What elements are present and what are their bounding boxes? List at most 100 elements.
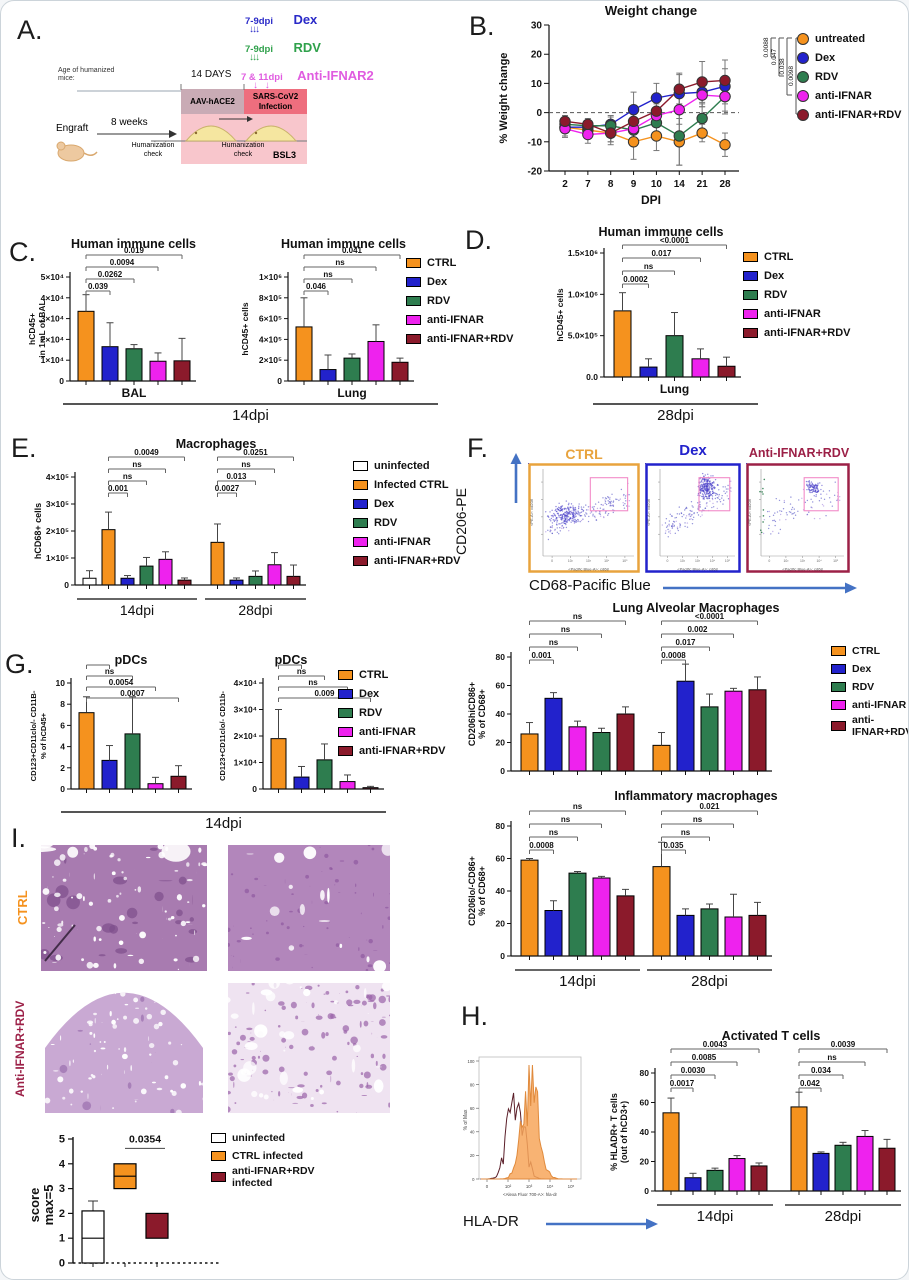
chart-e: 4×10⁵ 3×10⁵ 2×10⁵ 1×10⁵ 0 14dpi 28dpi 0.001 ns ns…: [33, 449, 306, 618]
flow-ylabel: CD206-PE: [453, 488, 469, 556]
svg-text:<PE-A>: cd206: <PE-A>: cd206: [529, 498, 534, 526]
svg-text:0.0043: 0.0043: [703, 1041, 728, 1049]
svg-text:ns: ns: [573, 802, 583, 811]
legend-item: CTRL: [338, 665, 445, 684]
chart-d: 1.5×10⁶ 1.0×10⁶ 5.0×10⁵ 0.0 Lung <0.0001 0.017…: [555, 236, 741, 396]
svg-text:10: 10: [56, 678, 66, 688]
svg-text:hCD45+ cells: hCD45+ cells: [555, 288, 565, 341]
svg-text:7: 7: [585, 179, 591, 190]
svg-text:0: 0: [667, 559, 669, 563]
svg-text:1.5×10⁶: 1.5×10⁶: [568, 248, 598, 258]
svg-text:40: 40: [496, 709, 506, 719]
svg-text:0.042: 0.042: [800, 1079, 821, 1088]
legend-d: CTRL Dex RDV anti-IFNAR anti-IFNAR+RDV: [743, 247, 850, 342]
legend-label: anti-IFNAR: [359, 725, 416, 738]
svg-text:9: 9: [631, 179, 637, 190]
svg-text:10²: 10²: [505, 1184, 512, 1189]
flow-plot-anti: 0 10² 10³ 10⁴ 10⁵ <Pacific Blue-A>: cd68 <PE-A…: [746, 463, 850, 573]
legend-item: uninfected: [353, 456, 460, 475]
legend-item: CTRL infected: [211, 1147, 315, 1165]
svg-text:0.019: 0.019: [124, 246, 145, 255]
legend-label: untreated: [815, 32, 866, 45]
svg-text:0: 0: [644, 1186, 649, 1196]
svg-text:0.0094: 0.0094: [110, 258, 135, 267]
svg-text:10⁴: 10⁴: [710, 559, 716, 563]
svg-text:0.038: 0.038: [779, 58, 786, 75]
svg-text:0: 0: [59, 376, 64, 386]
svg-text:0.0054: 0.0054: [109, 678, 134, 687]
svg-text:ns: ns: [123, 472, 133, 481]
legend-b: untreated Dex RDV anti-IFNAR anti-IFNAR+RDV: [797, 29, 901, 124]
svg-text:0: 0: [277, 376, 282, 386]
svg-text:14dpi: 14dpi: [697, 1208, 734, 1225]
dose-drug-dex: Dex: [293, 12, 318, 27]
svg-text:5: 5: [59, 1134, 65, 1146]
legend-label: anti-IFNAR+RDV: [427, 332, 514, 345]
svg-text:0.001: 0.001: [108, 484, 129, 493]
chart-f1: 8060402000.001nsnsns0.00080.0170.002<0.0…: [467, 613, 772, 776]
svg-text:ns: ns: [308, 678, 318, 687]
histology-row-label-ctrl: CTRL: [15, 890, 30, 926]
flow-x-arrow-icon: [663, 582, 857, 594]
legend-swatch: [831, 721, 846, 731]
chart-f1-title: Lung Alveolar Macrophages: [612, 601, 780, 615]
panel-d-timepoint: 28dpi: [593, 403, 758, 424]
svg-text:Lung: Lung: [337, 386, 366, 400]
flow-xlabel: CD68-Pacific Blue: [529, 577, 651, 594]
legend-swatch: [797, 70, 809, 83]
dose-time-antiifnar: 7 & 11dpi: [241, 72, 283, 83]
svg-text:3: 3: [59, 1183, 65, 1195]
svg-text:20: 20: [496, 738, 506, 748]
legend-label: anti-IFNAR+RDV: [815, 108, 902, 121]
svg-text:<Pacific Blue-A>: cd68: <Pacific Blue-A>: cd68: [568, 567, 609, 572]
legend-label: CTRL: [359, 668, 389, 681]
chart-b-xlabel: DPI: [640, 193, 661, 207]
svg-text:0: 0: [59, 1258, 65, 1270]
svg-text:-10: -10: [528, 137, 543, 148]
legend-label: CTRL: [852, 645, 880, 657]
svg-text:0.030: 0.030: [280, 663, 301, 665]
flow-y-arrow-icon: [510, 453, 522, 503]
svg-text:0.0098: 0.0098: [788, 66, 795, 86]
svg-text:1×10⁵: 1×10⁵: [46, 553, 69, 563]
chart-c1-title: Human immune cells: [70, 237, 197, 251]
legend-swatch: [353, 498, 368, 509]
svg-text:10⁴: 10⁴: [604, 559, 610, 563]
svg-text:% HLADR+ T cells: % HLADR+ T cells: [609, 1093, 619, 1171]
chart-g2-title: pDCs: [274, 653, 308, 667]
svg-text:0.0017: 0.0017: [670, 1079, 695, 1088]
svg-text:0: 0: [486, 1184, 489, 1189]
flow-label-dex: Dex: [679, 442, 707, 459]
legend-item: CTRL: [406, 253, 513, 272]
svg-text:2×10⁵: 2×10⁵: [46, 526, 69, 536]
legend-label: anti-IFNAR+RDV: [852, 714, 909, 738]
svg-text:21: 21: [697, 179, 709, 190]
svg-text:3×10⁵: 3×10⁵: [46, 499, 69, 509]
svg-text:2: 2: [60, 763, 65, 773]
humanization-check-2: Humanization check: [221, 142, 265, 158]
chart-f2-title: Inflammatory macrophages: [614, 789, 778, 803]
svg-text:<0.0001: <0.0001: [660, 236, 690, 245]
legend-label: anti-IFNAR: [815, 89, 872, 102]
legend-item: anti-IFNAR+RDV: [353, 551, 460, 570]
svg-text:30: 30: [531, 21, 543, 32]
legend-label: CTRL infected: [232, 1150, 303, 1162]
legend-swatch: [338, 688, 353, 699]
svg-text:0: 0: [252, 784, 257, 794]
legend-item: CTRL: [743, 247, 850, 266]
legend-label: RDV: [374, 516, 398, 529]
panel-letter-f: F.: [467, 433, 489, 463]
svg-text:20: 20: [470, 1153, 475, 1158]
svg-text:4: 4: [59, 1158, 66, 1170]
legend-e: uninfected Infected CTRL Dex RDV anti-IFNAR a…: [353, 456, 460, 570]
legend-swatch: [743, 251, 758, 262]
legend-label: Dex: [764, 269, 785, 282]
svg-text:ns: ns: [549, 638, 559, 647]
svg-text:2×10⁴: 2×10⁴: [234, 731, 257, 741]
chart-d-title: Human immune cells: [598, 225, 724, 239]
svg-text:0.0: 0.0: [586, 372, 598, 382]
svg-text:3×10⁴: 3×10⁴: [234, 705, 257, 715]
panel-letter-a: A.: [17, 15, 43, 45]
